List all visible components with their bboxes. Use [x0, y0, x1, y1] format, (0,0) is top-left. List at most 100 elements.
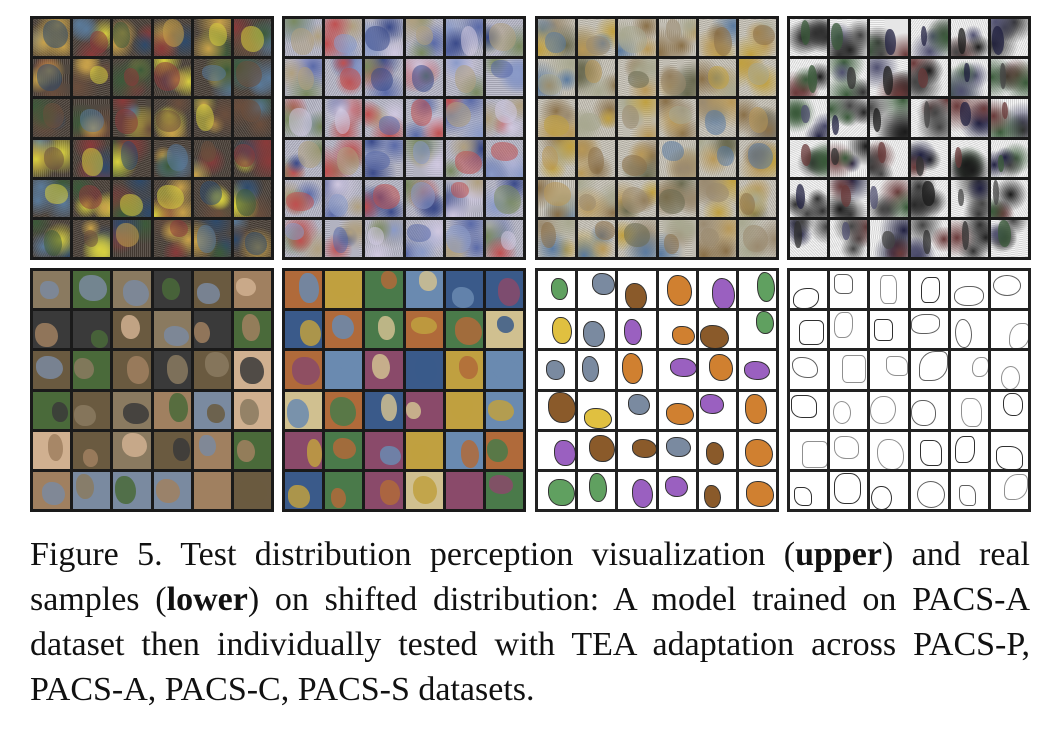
tile-subject	[745, 438, 773, 467]
image-tile	[365, 99, 403, 137]
tile-subject	[166, 355, 188, 385]
tile-subject	[372, 353, 390, 380]
image-tile	[990, 59, 1028, 97]
image-tile	[73, 271, 111, 309]
tile-subject	[623, 223, 650, 247]
panel-pacs-c-lower	[535, 268, 779, 512]
image-tile	[233, 179, 271, 217]
image-tile	[738, 179, 776, 217]
tile-subject	[207, 403, 226, 423]
tile-subject	[954, 147, 963, 169]
tile-subject	[452, 287, 474, 308]
image-tile	[193, 431, 231, 469]
tile-subject	[885, 356, 908, 376]
tile-subject	[454, 316, 483, 345]
image-tile	[485, 139, 523, 177]
tile-subject	[840, 185, 852, 208]
image-tile	[538, 351, 576, 389]
panel-pacs-c-upper	[535, 16, 779, 260]
image-tile	[153, 59, 191, 97]
tile-subject	[236, 277, 256, 296]
image-tile	[990, 139, 1028, 177]
tile-subject	[958, 484, 976, 506]
image-tile	[738, 391, 776, 429]
image-tile	[870, 59, 908, 97]
image-tile	[285, 431, 323, 469]
tile-subject	[492, 358, 520, 380]
image-tile	[990, 391, 1028, 429]
image-tile	[578, 139, 616, 177]
tile-subject	[755, 311, 774, 334]
tile-subject	[173, 437, 190, 461]
tile-subject	[51, 401, 69, 422]
image-tile	[698, 271, 736, 309]
tile-subject	[380, 480, 400, 505]
tile-subject	[380, 445, 402, 466]
tile-subject	[619, 26, 647, 54]
image-tile	[830, 351, 868, 389]
tile-subject	[90, 330, 109, 348]
image-tile	[153, 99, 191, 137]
image-tile	[365, 219, 403, 257]
image-tile	[870, 311, 908, 349]
image-tile	[193, 219, 231, 257]
tile-subject	[289, 107, 312, 137]
tile-subject	[48, 434, 64, 461]
image-tile	[73, 351, 111, 389]
image-tile	[193, 59, 231, 97]
tile-subject	[621, 352, 643, 384]
image-tile	[950, 99, 988, 137]
image-tile	[738, 59, 776, 97]
tile-subject	[579, 194, 597, 211]
tile-subject	[795, 184, 805, 210]
image-tile	[830, 311, 868, 349]
image-tile	[830, 139, 868, 177]
tile-subject	[873, 319, 893, 342]
image-tile	[950, 391, 988, 429]
tile-subject	[917, 67, 929, 88]
image-tile	[405, 19, 443, 57]
tile-subject	[700, 227, 720, 246]
tile-subject	[877, 141, 886, 164]
tile-subject	[961, 220, 969, 250]
image-tile	[950, 271, 988, 309]
tile-subject	[668, 105, 693, 124]
image-tile	[325, 351, 363, 389]
tile-subject	[235, 188, 256, 217]
image-tile	[113, 19, 151, 57]
panel-pacs-p-lower	[30, 268, 274, 512]
image-tile	[870, 179, 908, 217]
image-tile	[658, 351, 696, 389]
image-tile	[738, 99, 776, 137]
image-tile	[698, 431, 736, 469]
image-tile	[193, 139, 231, 177]
tile-subject	[748, 62, 769, 85]
tile-subject	[451, 181, 470, 199]
image-tile	[658, 271, 696, 309]
image-tile	[113, 99, 151, 137]
image-tile	[738, 431, 776, 469]
image-tile	[485, 471, 523, 509]
image-tile	[153, 19, 191, 57]
tile-subject	[554, 439, 576, 467]
figure-image-grid	[30, 16, 1031, 516]
tile-subject	[367, 226, 384, 246]
image-tile	[830, 99, 868, 137]
tile-subject	[298, 140, 322, 169]
image-tile	[445, 59, 483, 97]
image-tile	[485, 219, 523, 257]
image-tile	[113, 139, 151, 177]
tile-subject	[380, 271, 397, 290]
tile-subject	[746, 481, 775, 507]
image-tile	[285, 311, 323, 349]
tile-subject	[336, 146, 359, 175]
image-tile	[365, 139, 403, 177]
image-tile	[33, 311, 71, 349]
tile-subject	[800, 19, 811, 45]
tile-subject	[1009, 322, 1028, 349]
image-tile	[405, 391, 443, 429]
tile-subject	[36, 63, 62, 91]
image-tile	[193, 179, 231, 217]
image-tile	[658, 391, 696, 429]
image-tile	[618, 351, 656, 389]
